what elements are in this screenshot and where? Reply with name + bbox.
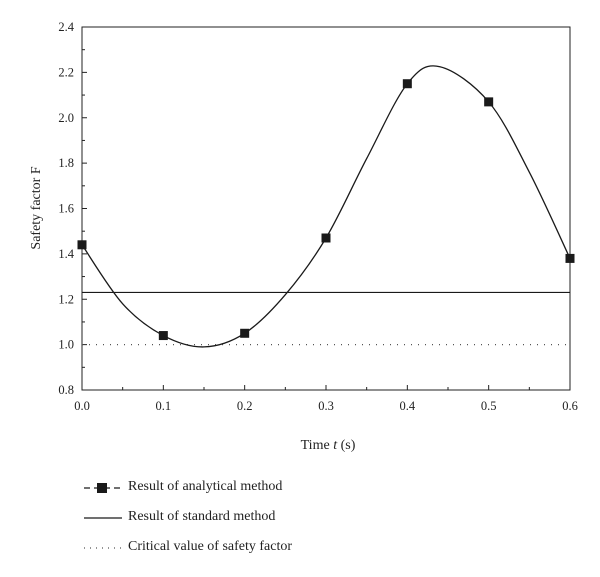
x-axis-title: Time t (s) [301,438,356,453]
analytical-data-point [321,233,331,243]
x-tick-label: 0.0 [74,399,90,413]
y-tick-label: 0.8 [58,383,74,397]
y-tick-label: 1.4 [58,247,74,261]
y-tick-label: 1.2 [58,292,74,306]
analytical-data-point [402,79,412,89]
legend-item-analytical: Result of analytical method [82,476,402,506]
analytical-data-point [484,97,494,107]
analytical-data-point [158,331,168,341]
x-tick-label: 0.3 [318,399,334,413]
y-tick-label: 1.0 [58,338,74,352]
y-tick-label: 1.8 [58,156,74,170]
x-tick-label: 0.1 [156,399,172,413]
legend-swatch-standard [84,517,122,519]
x-tick-label: 0.2 [237,399,253,413]
y-axis-title: Safety factor F [29,166,44,249]
y-tick-label: 1.6 [58,202,74,216]
analytical-data-point [240,328,250,338]
y-tick-label: 2.2 [58,65,74,79]
plot-frame [81,26,571,391]
legend-swatch-critical [84,547,122,549]
analytical-data-point [77,240,87,250]
legend: Result of analytical method Result of st… [82,476,402,566]
x-tick-label: 0.6 [562,399,578,413]
analytical-data-point [565,253,575,263]
legend-item-critical: Critical value of safety factor [82,536,402,566]
legend-item-standard: Result of standard method [82,506,402,536]
chart-svg: 0.0 0.1 0.2 0.3 0.4 0.5 0.6 0.8 1.0 1.2 1.4 1.6 1.8 2… [29,20,578,453]
y-tick-label: 2.4 [58,20,74,34]
legend-label-standard: Result of standard method [128,509,276,524]
x-tick-label: 0.4 [400,399,416,413]
analytical-method-curve [81,65,571,348]
legend-swatch-analytical [84,483,122,493]
x-tick-label: 0.5 [481,399,497,413]
y-tick-label: 2.0 [58,111,74,125]
legend-label-analytical: Result of analytical method [128,479,283,494]
legend-label-critical: Critical value of safety factor [128,539,293,554]
